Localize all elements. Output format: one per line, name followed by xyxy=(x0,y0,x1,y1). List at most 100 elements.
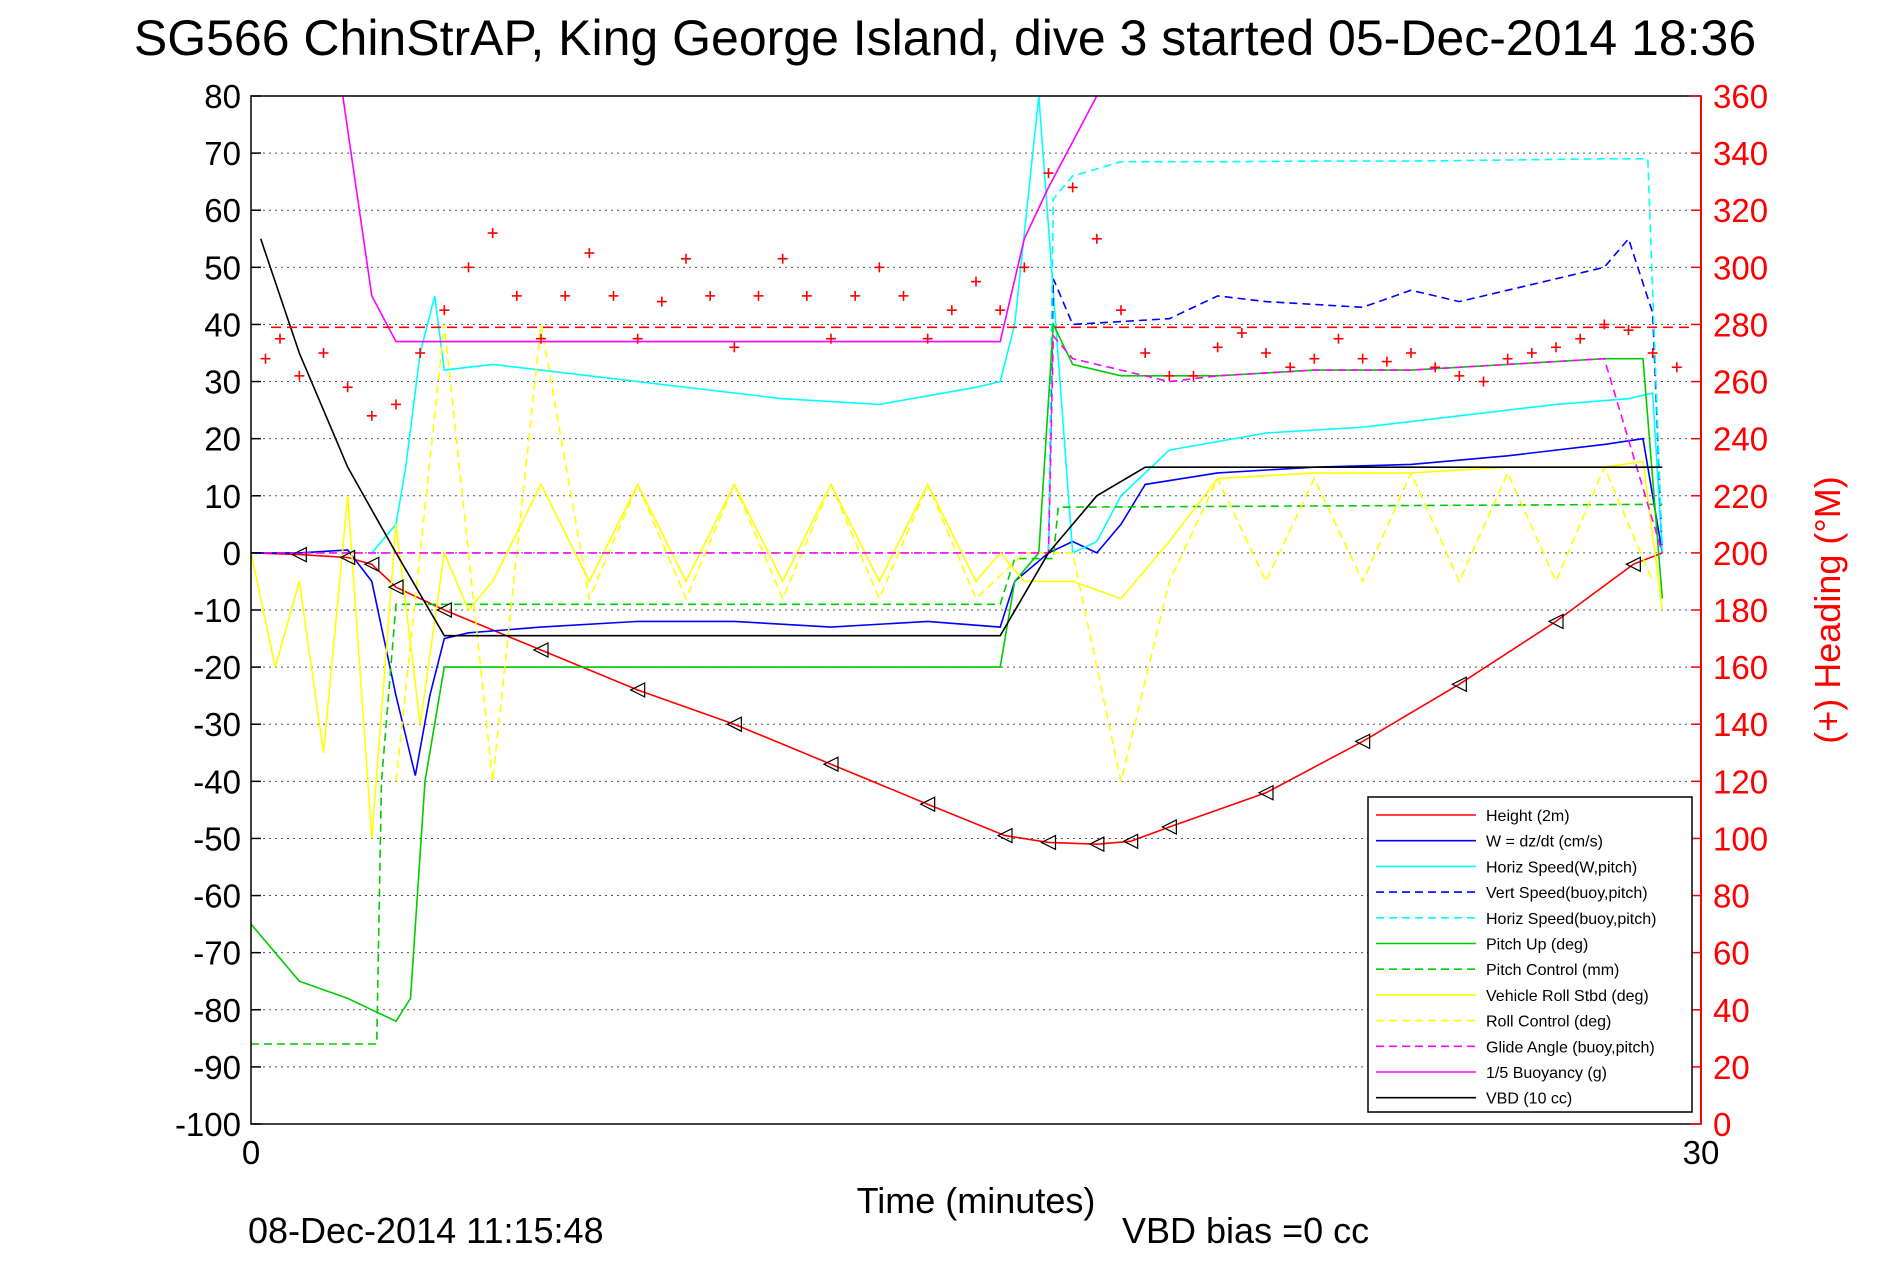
y2-tick-label-6: 240 xyxy=(1713,421,1768,458)
heading-point-6 xyxy=(391,399,401,410)
heading-point-30 xyxy=(971,276,981,287)
heading-point-27 xyxy=(898,290,909,301)
heading-point-55 xyxy=(1575,333,1586,344)
heading-point-39 xyxy=(1188,370,1199,381)
heading-point-26 xyxy=(874,262,885,273)
heading-point-10 xyxy=(487,228,498,239)
heading-point-41 xyxy=(1236,328,1247,339)
heading-point-19 xyxy=(705,290,716,301)
right-axis-ticks: 3603403203002802602402202001801601401201… xyxy=(1691,78,1768,1143)
heading-point-15 xyxy=(608,290,619,301)
heading-point-4 xyxy=(342,382,353,393)
chart-title: SG566 ChinStrAP, King George Island, div… xyxy=(134,10,1756,66)
series-line-9 xyxy=(251,333,1664,554)
height-marker-18 xyxy=(1450,676,1467,693)
legend-label-8: Roll Control (deg) xyxy=(1486,1014,1611,1031)
y2-tick-label-13: 100 xyxy=(1713,820,1768,857)
height-marker-14 xyxy=(1122,833,1139,850)
heading-point-36 xyxy=(1116,305,1126,316)
heading-point-22 xyxy=(777,253,788,264)
heading-point-23 xyxy=(801,290,812,301)
x-axis-ticks: 0 30 xyxy=(242,1134,1720,1171)
heading-point-57 xyxy=(1623,325,1634,336)
series-line-1 xyxy=(251,437,1664,776)
series-line-11 xyxy=(259,238,1663,637)
heading-point-12 xyxy=(536,333,546,344)
heading-point-46 xyxy=(1357,353,1368,364)
y-tick-label-16: -80 xyxy=(193,992,241,1029)
y2-tick-label-17: 20 xyxy=(1713,1049,1750,1086)
heading-point-52 xyxy=(1502,353,1513,364)
heading-point-1 xyxy=(275,333,285,344)
y-tick-label-7: 10 xyxy=(204,478,241,515)
height-marker-13 xyxy=(1088,836,1105,853)
y-tick-label-5: 30 xyxy=(204,364,241,401)
height-marker-2 xyxy=(339,549,356,566)
heading-point-37 xyxy=(1140,348,1151,358)
height-marker-17 xyxy=(1354,733,1371,750)
heading-point-40 xyxy=(1212,342,1223,353)
height-marker-16 xyxy=(1257,784,1274,801)
legend-label-5: Pitch Up (deg) xyxy=(1486,937,1588,954)
y-tick-label-1: 70 xyxy=(204,135,241,172)
heading-point-16 xyxy=(632,333,643,344)
y-tick-label-14: -60 xyxy=(193,878,241,915)
height-marker-5 xyxy=(435,602,452,618)
x-tick-label-0: 0 xyxy=(242,1134,260,1171)
legend-label-6: Pitch Control (mm) xyxy=(1486,962,1619,979)
legend-label-3: Vert Speed(buoy,pitch) xyxy=(1486,885,1648,902)
y-tick-label-11: -30 xyxy=(193,706,241,743)
y2-tick-label-5: 260 xyxy=(1713,364,1768,401)
y2-tick-label-18: 0 xyxy=(1713,1106,1731,1143)
series-line-4 xyxy=(1047,158,1664,553)
series-line-2 xyxy=(371,96,1664,555)
y-tick-label-17: -90 xyxy=(193,1049,241,1086)
y-tick-label-9: -10 xyxy=(193,592,241,629)
heading-point-53 xyxy=(1526,348,1537,358)
legend-label-2: Horiz Speed(W,pitch) xyxy=(1486,859,1637,876)
heading-point-38 xyxy=(1164,370,1175,381)
footer-vbd-bias: VBD bias =0 cc xyxy=(1122,1210,1369,1251)
legend-label-11: VBD (10 cc) xyxy=(1486,1091,1572,1108)
heading-point-47 xyxy=(1381,356,1392,367)
y-tick-label-4: 40 xyxy=(204,306,241,343)
right-axis-label: (+) Heading (°M) xyxy=(1807,476,1848,743)
heading-point-33 xyxy=(1043,168,1054,179)
heading-point-34 xyxy=(1067,182,1078,193)
heading-point-58 xyxy=(1647,348,1658,358)
y2-tick-label-14: 80 xyxy=(1713,878,1750,915)
legend-label-9: Glide Angle (buoy,pitch) xyxy=(1486,1039,1655,1056)
heading-point-43 xyxy=(1285,362,1296,373)
heading-point-25 xyxy=(850,290,861,301)
y2-tick-label-0: 360 xyxy=(1713,78,1768,115)
legend-label-1: W = dz/dt (cm/s) xyxy=(1486,834,1603,851)
heading-point-59 xyxy=(1671,362,1682,373)
heading-point-56 xyxy=(1599,319,1610,330)
heading-point-13 xyxy=(560,290,571,301)
legend: Height (2m) W = dz/dt (cm/s) Horiz Speed(W… xyxy=(1367,796,1693,1113)
y2-tick-label-4: 280 xyxy=(1713,306,1768,343)
x-tick-label-1: 30 xyxy=(1683,1134,1720,1171)
height-marker-6 xyxy=(532,642,549,658)
legend-box xyxy=(1367,796,1693,1113)
height-marker-15 xyxy=(1160,819,1177,835)
y2-tick-label-3: 300 xyxy=(1713,249,1768,286)
height-marker-19 xyxy=(1547,613,1564,630)
y2-tick-label-12: 120 xyxy=(1713,763,1768,800)
heading-point-11 xyxy=(511,290,522,301)
heading-point-9 xyxy=(463,262,474,273)
heading-point-5 xyxy=(366,410,377,421)
height-marker-4 xyxy=(387,579,404,596)
left-axis-ticks: 80 70 60 50 40 30 20 10 0 -10 -20 -30 -40 -50 -60 -70 -8… xyxy=(175,78,261,1143)
heading-point-29 xyxy=(946,305,957,316)
heading-point-31 xyxy=(995,305,1006,316)
y2-tick-label-9: 180 xyxy=(1713,592,1768,629)
height-marker-9 xyxy=(822,756,839,773)
heading-point-18 xyxy=(681,253,691,264)
y2-tick-label-2: 320 xyxy=(1713,192,1768,229)
y-tick-label-0: 80 xyxy=(204,78,241,115)
y2-tick-label-15: 60 xyxy=(1713,935,1750,972)
legend-label-4: Horiz Speed(buoy,pitch) xyxy=(1486,911,1656,928)
legend-label-0: Height (2m) xyxy=(1486,808,1570,825)
